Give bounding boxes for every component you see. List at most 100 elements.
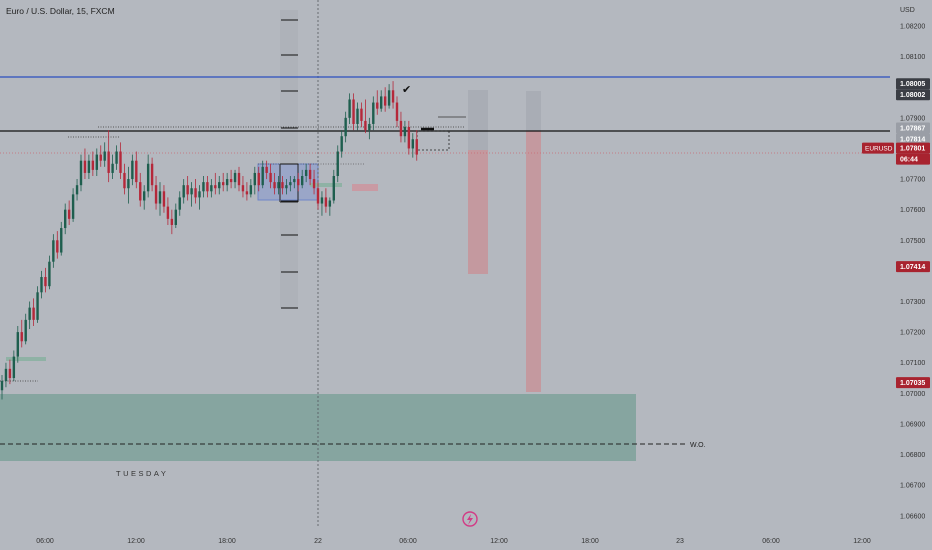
candle[interactable] bbox=[293, 176, 296, 189]
candle[interactable] bbox=[64, 203, 67, 235]
short-stop-one[interactable] bbox=[468, 90, 488, 150]
candle[interactable] bbox=[364, 99, 367, 134]
candle[interactable] bbox=[107, 130, 110, 183]
symbol-title[interactable]: Euro / U.S. Dollar, 15, FXCM bbox=[6, 6, 115, 16]
candle[interactable] bbox=[119, 142, 122, 180]
candle[interactable] bbox=[67, 200, 71, 225]
candle[interactable] bbox=[289, 176, 292, 192]
candle[interactable] bbox=[395, 96, 399, 128]
candle[interactable] bbox=[162, 185, 166, 213]
consolidation-box[interactable] bbox=[257, 163, 319, 201]
candle[interactable] bbox=[170, 209, 174, 235]
lightning-icon[interactable] bbox=[462, 511, 478, 527]
candle[interactable] bbox=[399, 111, 403, 143]
candle[interactable] bbox=[154, 176, 158, 210]
candle[interactable] bbox=[135, 151, 138, 189]
candle[interactable] bbox=[20, 319, 23, 348]
candle[interactable] bbox=[249, 179, 253, 198]
candle[interactable] bbox=[60, 221, 63, 256]
candle[interactable] bbox=[143, 185, 146, 210]
candle[interactable] bbox=[407, 120, 411, 155]
candle[interactable] bbox=[403, 120, 407, 143]
candle[interactable] bbox=[328, 197, 332, 216]
candle[interactable] bbox=[297, 172, 300, 192]
candle[interactable] bbox=[139, 172, 142, 207]
candle[interactable] bbox=[0, 374, 4, 400]
candle[interactable] bbox=[87, 154, 91, 180]
candle[interactable] bbox=[190, 182, 193, 207]
session-highlight-zone[interactable] bbox=[280, 10, 298, 308]
candle[interactable] bbox=[111, 154, 114, 180]
candle[interactable] bbox=[301, 169, 304, 189]
candle[interactable] bbox=[48, 255, 51, 290]
candle[interactable] bbox=[415, 130, 418, 161]
candle[interactable] bbox=[277, 176, 280, 195]
countdown-tag[interactable]: 06:44 bbox=[896, 153, 930, 165]
candle[interactable] bbox=[166, 197, 170, 225]
candle[interactable] bbox=[95, 148, 98, 176]
candle[interactable] bbox=[16, 325, 19, 363]
candle[interactable] bbox=[91, 151, 95, 176]
small-demand-marker-two[interactable] bbox=[310, 183, 342, 187]
candle[interactable] bbox=[344, 111, 347, 143]
candle[interactable] bbox=[324, 188, 328, 213]
candle[interactable] bbox=[332, 169, 335, 204]
target-one-tag[interactable]: 1.07414 bbox=[896, 261, 930, 273]
candle[interactable] bbox=[150, 157, 154, 192]
target-two-tag[interactable]: 1.07035 bbox=[896, 377, 930, 389]
candle[interactable] bbox=[222, 172, 225, 192]
candle[interactable] bbox=[123, 163, 126, 195]
candle[interactable] bbox=[52, 234, 55, 268]
black-level-tag[interactable]: 1.07867 bbox=[896, 122, 930, 134]
candle[interactable] bbox=[36, 286, 39, 323]
candle[interactable] bbox=[131, 154, 134, 186]
candle[interactable] bbox=[83, 148, 87, 180]
candle[interactable] bbox=[225, 172, 229, 192]
candle[interactable] bbox=[304, 163, 308, 183]
candle[interactable] bbox=[348, 93, 351, 124]
candle[interactable] bbox=[308, 163, 312, 186]
candle[interactable] bbox=[99, 145, 102, 167]
candle[interactable] bbox=[186, 176, 189, 201]
candle[interactable] bbox=[372, 96, 375, 131]
candle[interactable] bbox=[202, 176, 205, 198]
candle[interactable] bbox=[261, 160, 264, 189]
candle[interactable] bbox=[40, 270, 43, 299]
candle[interactable] bbox=[380, 90, 383, 112]
candle[interactable] bbox=[198, 185, 201, 210]
symbol-tag[interactable]: EURUSD bbox=[862, 142, 894, 154]
short-target-one[interactable] bbox=[468, 150, 488, 274]
candle[interactable] bbox=[158, 182, 162, 216]
candle[interactable] bbox=[206, 176, 209, 198]
candle[interactable] bbox=[237, 166, 241, 192]
candle[interactable] bbox=[273, 172, 276, 195]
candle[interactable] bbox=[229, 169, 233, 189]
candle[interactable] bbox=[127, 166, 130, 204]
blue-level-tag-lower[interactable]: 1.08002 bbox=[896, 89, 930, 101]
candle[interactable] bbox=[4, 362, 8, 388]
candle[interactable] bbox=[312, 169, 316, 195]
candle[interactable] bbox=[79, 154, 83, 192]
candle[interactable] bbox=[411, 133, 414, 158]
candle[interactable] bbox=[265, 160, 268, 180]
small-demand-marker[interactable] bbox=[6, 357, 46, 361]
candle[interactable] bbox=[376, 90, 379, 115]
candle[interactable] bbox=[178, 191, 181, 216]
candle[interactable] bbox=[368, 117, 371, 140]
candle[interactable] bbox=[71, 188, 75, 222]
candle[interactable] bbox=[182, 179, 185, 204]
small-supply-marker[interactable] bbox=[352, 184, 378, 191]
blue-level-tag[interactable]: 1.08005 bbox=[896, 78, 930, 90]
candle[interactable] bbox=[245, 182, 249, 201]
candle[interactable] bbox=[356, 102, 359, 131]
candle[interactable] bbox=[383, 87, 387, 112]
last-above-tag[interactable]: 1.07814 bbox=[896, 133, 930, 145]
candle[interactable] bbox=[12, 350, 16, 382]
candle[interactable] bbox=[194, 179, 197, 204]
candle[interactable] bbox=[360, 102, 363, 128]
fvg-dashed-box[interactable] bbox=[416, 130, 450, 151]
candle[interactable] bbox=[320, 191, 324, 216]
candle[interactable] bbox=[233, 169, 237, 189]
candle[interactable] bbox=[269, 163, 272, 189]
